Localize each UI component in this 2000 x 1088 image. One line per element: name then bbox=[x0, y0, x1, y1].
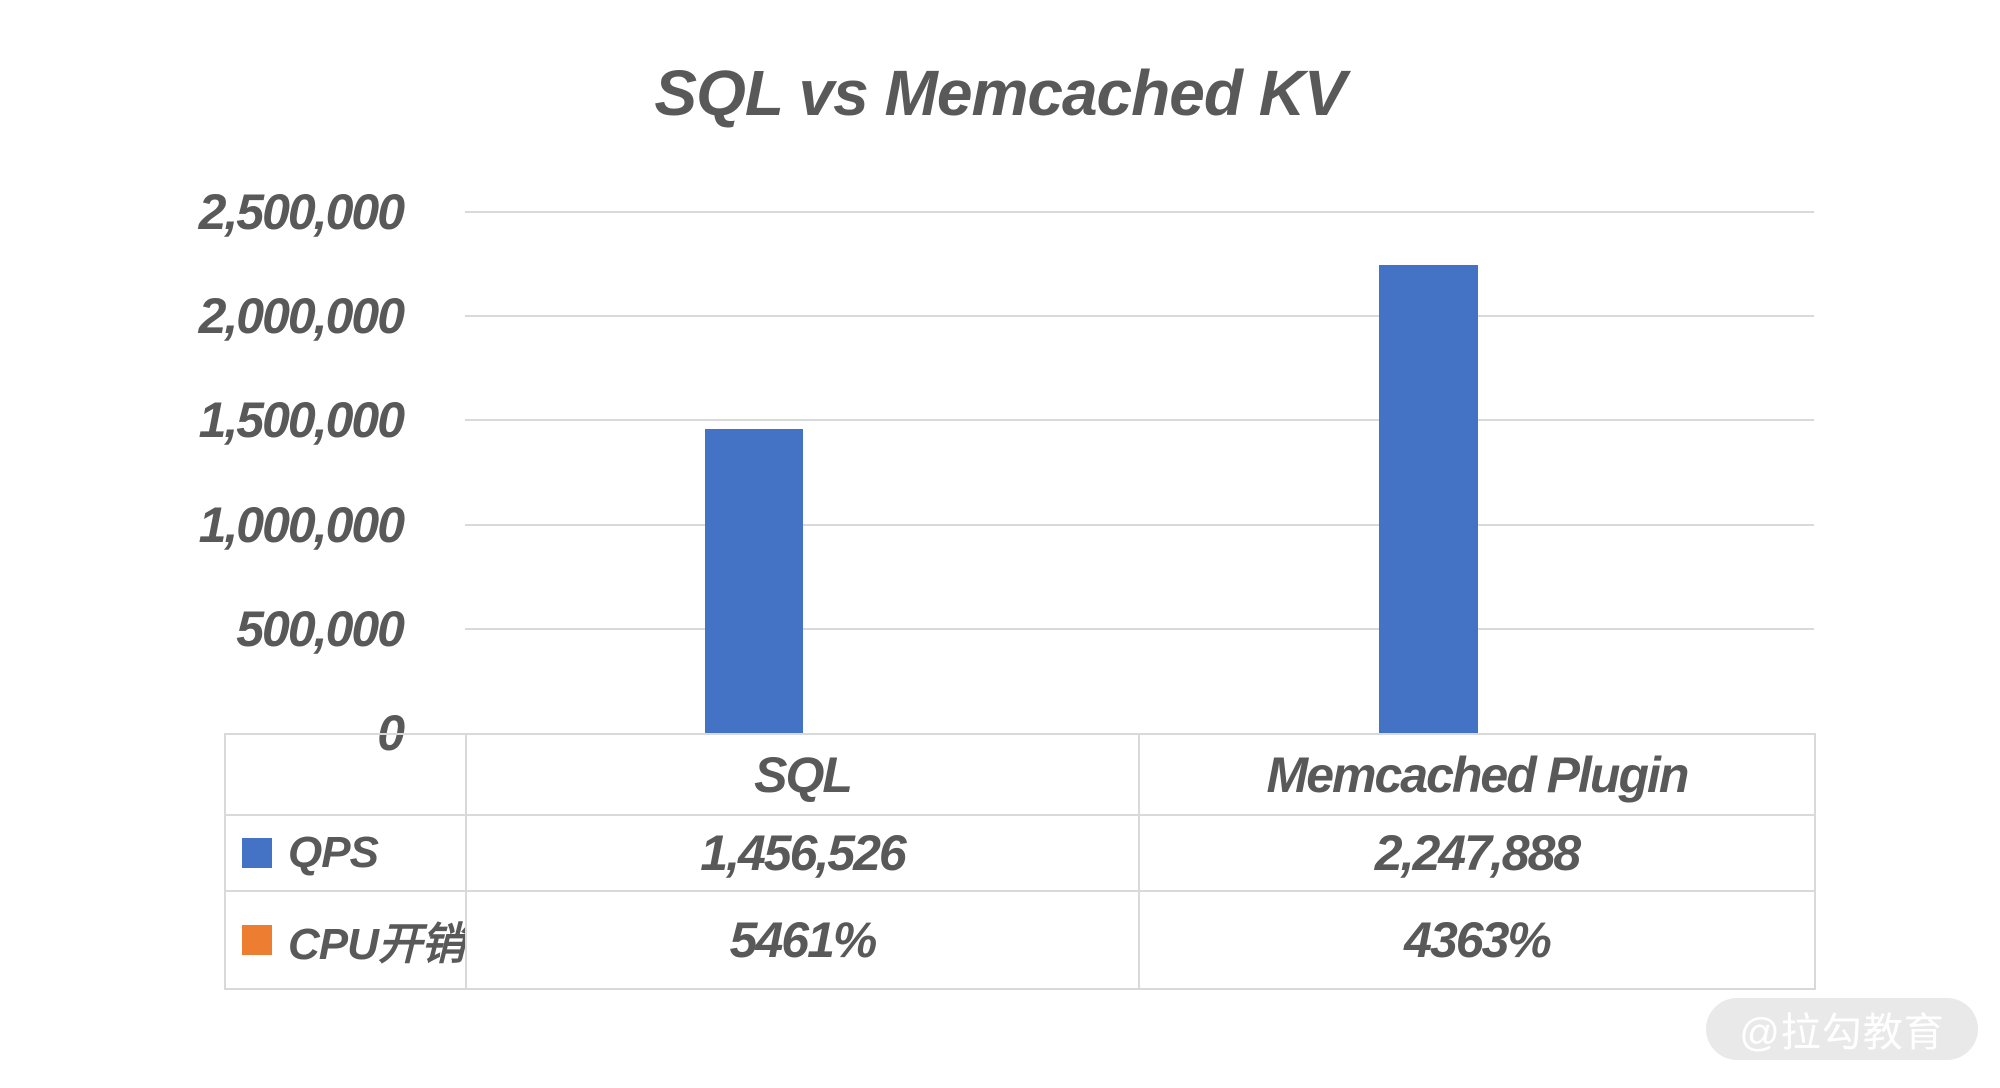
y-axis-tick-label: 1,500,000 bbox=[198, 392, 405, 448]
cpu-value-sql: 5461% bbox=[465, 890, 1140, 990]
column-header-sql: SQL bbox=[465, 733, 1140, 816]
y-axis-tick-label: 2,500,000 bbox=[198, 184, 405, 240]
table-row-cpu: CPU开销 5461% 4363% bbox=[224, 890, 1816, 990]
qps-series-swatch-icon bbox=[242, 838, 272, 868]
gridline bbox=[465, 524, 1814, 526]
watermark-badge: @拉勾教育 bbox=[1706, 998, 1978, 1060]
qps-value-memcached: 2,247,888 bbox=[1138, 814, 1816, 892]
y-axis-tick-label: 1,000,000 bbox=[198, 497, 405, 553]
y-axis-tick-label: 2,000,000 bbox=[198, 288, 405, 344]
table-header-row: SQL Memcached Plugin bbox=[224, 733, 1816, 816]
table-corner-spacer bbox=[224, 733, 467, 816]
legend-cell-cpu: CPU开销 bbox=[224, 890, 467, 990]
cpu-value-memcached: 4363% bbox=[1138, 890, 1816, 990]
gridline bbox=[465, 419, 1814, 421]
cpu-series-swatch-icon bbox=[242, 925, 272, 955]
qps-bar-memcached bbox=[1379, 265, 1478, 733]
column-header-memcached-plugin: Memcached Plugin bbox=[1138, 733, 1816, 816]
chart-title: SQL vs Memcached KV bbox=[654, 57, 1346, 129]
gridline bbox=[465, 315, 1814, 317]
legend-cell-qps: QPS bbox=[224, 814, 467, 892]
gridline bbox=[465, 628, 1814, 630]
data-table: SQL Memcached Plugin QPS 1,456,526 2,247… bbox=[224, 733, 1816, 990]
qps-bar-sql bbox=[705, 429, 803, 733]
table-row-qps: QPS 1,456,526 2,247,888 bbox=[224, 814, 1816, 892]
qps-value-sql: 1,456,526 bbox=[465, 814, 1140, 892]
y-axis-tick-label: 500,000 bbox=[236, 601, 405, 657]
legend-label-qps: QPS bbox=[288, 828, 379, 877]
gridline bbox=[465, 211, 1814, 213]
legend-label-cpu: CPU开销 bbox=[288, 920, 464, 969]
